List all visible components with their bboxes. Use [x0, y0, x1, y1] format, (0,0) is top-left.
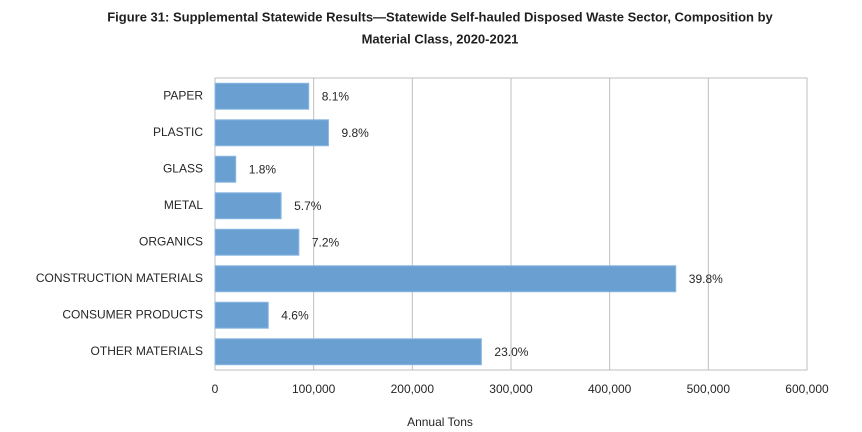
data-label: 7.2% [312, 235, 340, 249]
x-tick-label: 200,000 [391, 382, 435, 396]
x-tick-label: 0 [212, 382, 219, 396]
y-tick-label: METAL [164, 198, 203, 212]
bar [214, 228, 300, 256]
x-tick-label: 400,000 [588, 382, 632, 396]
data-label: 23.0% [494, 345, 528, 359]
data-label: 39.8% [689, 272, 723, 286]
y-tick-label: PAPER [163, 88, 203, 102]
bar [214, 82, 310, 110]
y-tick-label: CONSUMER PRODUCTS [62, 307, 203, 321]
bar [214, 265, 677, 293]
y-tick-label: CONSTRUCTION MATERIALS [36, 271, 203, 285]
x-axis-title: Annual Tons [407, 415, 473, 429]
bar [214, 119, 329, 147]
chart-title: Figure 31: Supplemental Statewide Result… [107, 9, 773, 24]
data-label: 1.8% [249, 162, 277, 176]
bar [214, 338, 482, 366]
data-label: 9.8% [341, 126, 369, 140]
bar [214, 192, 282, 220]
y-tick-label: PLASTIC [153, 125, 203, 139]
y-tick-label: ORGANICS [139, 234, 203, 248]
bar [214, 155, 237, 183]
y-tick-label: GLASS [163, 161, 203, 175]
x-tick-label: 500,000 [687, 382, 731, 396]
data-label: 5.7% [294, 199, 322, 213]
y-tick-label: OTHER MATERIALS [91, 344, 203, 358]
data-label: 8.1% [322, 89, 350, 103]
x-tick-label: 600,000 [785, 382, 829, 396]
bar [214, 301, 269, 329]
chart-title: Material Class, 2020-2021 [362, 31, 519, 46]
x-tick-label: 300,000 [489, 382, 533, 396]
x-tick-label: 100,000 [292, 382, 336, 396]
data-label: 4.6% [281, 308, 309, 322]
